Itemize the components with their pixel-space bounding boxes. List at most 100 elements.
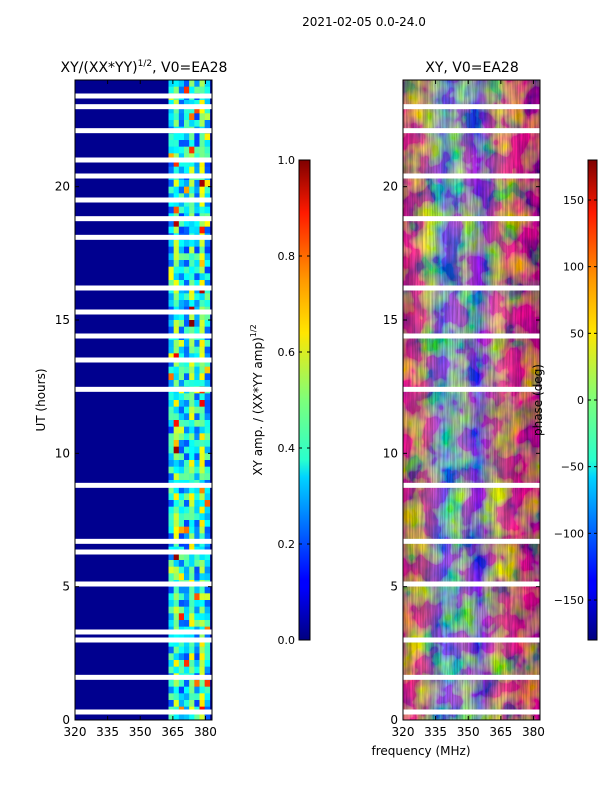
- amp-band-cell: [184, 680, 190, 687]
- amp-band-cell: [189, 680, 195, 687]
- y-tick-label: 0: [390, 713, 398, 727]
- amp-band-cell: [184, 460, 190, 467]
- amp-band-cell: [178, 613, 185, 621]
- amp-band-cell: [178, 553, 185, 561]
- amp-band-cell: [199, 566, 205, 574]
- amp-band-cell: [184, 520, 190, 527]
- amp-band-cell: [204, 553, 211, 561]
- amp-axes-frame: [74, 79, 213, 721]
- amp-band-cell: [184, 366, 190, 374]
- amp-band-cell: [178, 193, 185, 201]
- phase-axes-frame: [402, 79, 541, 721]
- amp-heatmap: [75, 80, 212, 720]
- amp-band-cell: [184, 100, 190, 107]
- amp-band-cell: [173, 206, 180, 214]
- amp-band-cell: [178, 440, 185, 447]
- amp-band-cell: [173, 506, 180, 514]
- amp-band-cell: [184, 153, 190, 161]
- amp-band-cell: [168, 426, 174, 434]
- amp-band-cell: [168, 140, 174, 147]
- amp-band-cell: [199, 606, 205, 614]
- amp-band-cell: [194, 120, 200, 127]
- amp-band-cell: [189, 633, 195, 641]
- amp-band-cell: [173, 406, 180, 414]
- amp-band-cell: [204, 133, 211, 141]
- amp-band-cell: [184, 500, 190, 507]
- amp-band-cell: [168, 360, 174, 367]
- amp-band-cell: [184, 166, 190, 174]
- amp-band-cell: [178, 486, 185, 494]
- amp-band-cell: [194, 613, 200, 621]
- amp-band-cell: [168, 220, 174, 227]
- amp-band-cell: [173, 433, 180, 441]
- amp-band-cell: [168, 260, 174, 267]
- amp-band-cell: [199, 373, 205, 381]
- amp-band-cell: [189, 113, 195, 121]
- amp-band-cell: [189, 86, 195, 94]
- amp-x-ticks: 320 335 350 365 380: [64, 80, 217, 739]
- amp-band-cell: [173, 266, 180, 274]
- flagged-row: [403, 333, 540, 339]
- amp-band-cell: [189, 613, 195, 621]
- amp-band-cell: [199, 633, 205, 641]
- x-tick-label: 350: [129, 725, 152, 739]
- amp-band-cell: [184, 620, 190, 627]
- amp-band-cell: [168, 133, 174, 141]
- x-tick-label: 365: [161, 725, 184, 739]
- amp-band-cell: [173, 193, 180, 201]
- x-tick-label: 335: [96, 725, 119, 739]
- amp-band-cell: [168, 660, 174, 667]
- amp-band-cell: [168, 226, 174, 234]
- amp-band-cell: [189, 513, 195, 521]
- amp-band-cell: [168, 693, 174, 701]
- amp-band-cell: [189, 506, 195, 514]
- amp-band-cell: [168, 86, 174, 94]
- amp-band-cell: [184, 653, 190, 661]
- amp-band-cell: [168, 106, 174, 114]
- flagged-row: [75, 285, 212, 291]
- amp-band-cell: [199, 713, 205, 720]
- amp-band-cell: [168, 440, 174, 447]
- amp-band-cell: [168, 113, 174, 121]
- amp-band-cell: [204, 493, 211, 501]
- amp-band-cell: [194, 700, 200, 707]
- amp-band-cell: [189, 653, 195, 661]
- amp-band-cell: [168, 193, 174, 201]
- amp-band-cell: [178, 320, 185, 327]
- amp-band-cell: [178, 393, 185, 401]
- amp-band-cell: [168, 640, 174, 647]
- amp-band-cell: [173, 253, 180, 261]
- amp-band-cell: [184, 513, 190, 521]
- amp-band-cell: [173, 146, 180, 154]
- amp-title-base: XY/(XX*YY): [61, 60, 138, 76]
- amp-band-cell: [168, 473, 174, 481]
- amp-band-cell: [194, 620, 200, 627]
- amp-band-cell: [204, 320, 211, 327]
- amp-band-cell: [178, 113, 185, 121]
- amp-band-cell: [199, 346, 205, 354]
- amp-band-cell: [168, 433, 174, 441]
- amp-band-cell: [178, 313, 185, 321]
- amp-band-cell: [199, 300, 205, 307]
- amp-band-cell: [189, 293, 195, 301]
- amp-band-cell: [184, 573, 190, 581]
- amp-band-cell: [168, 500, 174, 507]
- amp-band-cell: [204, 293, 211, 301]
- amp-band-cell: [178, 273, 185, 281]
- amp-band-cell: [204, 586, 211, 594]
- amp-band-cell: [178, 420, 185, 427]
- flagged-row: [75, 333, 212, 339]
- flagged-row: [75, 674, 212, 680]
- amp-band-cell: [178, 446, 185, 454]
- phase-heatmap-streaks: [403, 80, 540, 720]
- amp-band-cell: [168, 680, 174, 687]
- amp-band-cell: [168, 186, 174, 194]
- amp-band-cell: [194, 86, 200, 94]
- amp-band-cell: [194, 440, 200, 447]
- amp-flagged-rows: [75, 93, 212, 715]
- amp-band-cell: [173, 413, 180, 421]
- flagged-row: [403, 173, 540, 179]
- amp-band-cell: [194, 566, 200, 574]
- amp-band-cell: [194, 226, 200, 234]
- amp-band-cell: [168, 533, 174, 541]
